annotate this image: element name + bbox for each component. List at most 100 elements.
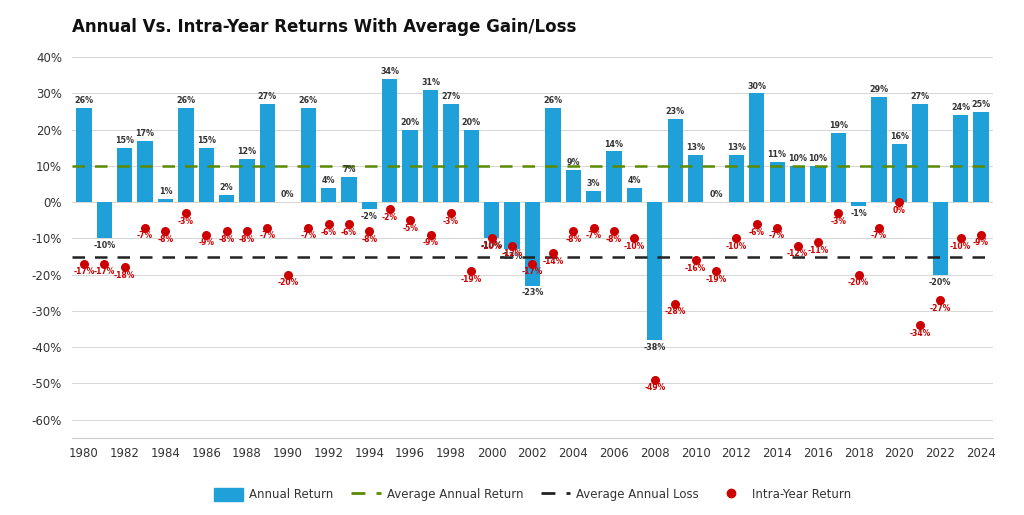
Text: 10%: 10% [808,154,827,163]
Legend: Annual Return, Average Annual Return, Average Annual Loss, Intra-Year Return: Annual Return, Average Annual Return, Av… [209,484,856,506]
Bar [647,202,663,340]
Bar [341,177,356,202]
Point [932,296,948,304]
Point [402,216,419,225]
Text: -20%: -20% [278,278,298,287]
Text: 25%: 25% [972,100,990,109]
Bar [137,141,153,202]
Text: -2%: -2% [382,213,397,222]
Text: -9%: -9% [423,238,438,247]
Point [586,224,602,232]
Point [76,260,92,268]
Text: -1%: -1% [850,209,867,218]
Text: 15%: 15% [197,136,216,145]
Text: -28%: -28% [665,307,686,316]
Text: -10%: -10% [624,242,645,251]
Bar [382,79,397,202]
Text: -20%: -20% [929,278,951,286]
Bar [219,195,234,202]
Bar [892,144,907,202]
Text: -6%: -6% [321,228,337,236]
Text: 31%: 31% [421,78,440,87]
Text: 0%: 0% [893,206,906,215]
Bar [361,202,377,210]
Text: -9%: -9% [973,238,989,247]
Text: 4%: 4% [322,176,335,185]
Point [483,234,500,243]
Point [891,198,907,207]
Text: -5%: -5% [402,224,418,233]
Point [178,209,195,217]
Text: -38%: -38% [644,343,666,352]
Text: -10%: -10% [480,242,503,250]
Point [158,227,174,235]
Text: -8%: -8% [158,235,173,244]
Text: 17%: 17% [135,129,155,138]
Text: -7%: -7% [300,231,316,240]
Text: -17%: -17% [93,267,115,277]
Text: -11%: -11% [807,246,828,255]
Text: -9%: -9% [199,238,214,247]
Text: -23%: -23% [521,288,544,298]
Point [870,224,887,232]
Text: 0%: 0% [710,190,723,199]
Point [790,242,806,250]
Text: -17%: -17% [522,267,543,277]
Bar [76,108,91,202]
Text: -14%: -14% [543,256,563,266]
Bar [668,119,683,202]
Text: 29%: 29% [869,85,889,94]
Bar [505,202,520,249]
Text: -18%: -18% [114,271,135,280]
Bar [402,130,418,202]
Bar [912,105,928,202]
Text: -10%: -10% [481,242,503,251]
Point [646,375,663,384]
Bar [525,202,540,285]
Text: -49%: -49% [644,383,666,392]
Text: -34%: -34% [909,329,931,338]
Text: -8%: -8% [361,235,378,244]
Bar [260,105,275,202]
Text: -10%: -10% [726,242,746,251]
Text: 12%: 12% [238,147,257,156]
Point [749,220,765,228]
Point [708,267,724,275]
Bar [301,108,315,202]
Text: 15%: 15% [115,136,134,145]
Bar [750,93,764,202]
Text: 2%: 2% [220,183,233,192]
Text: 27%: 27% [441,92,461,101]
Text: -3%: -3% [443,217,459,226]
Text: 19%: 19% [828,122,848,130]
Bar [96,202,112,238]
Text: 16%: 16% [890,132,909,141]
Text: -10%: -10% [950,242,972,251]
Text: -19%: -19% [461,274,482,284]
Text: -3%: -3% [830,217,846,226]
Point [96,260,113,268]
Text: -27%: -27% [930,304,951,313]
Text: 26%: 26% [299,96,317,105]
Text: 4%: 4% [628,176,641,185]
Text: -8%: -8% [565,235,582,244]
Point [422,231,438,239]
Text: -12%: -12% [502,249,522,259]
Point [280,270,296,279]
Bar [158,199,173,202]
Point [361,227,378,235]
Point [851,270,867,279]
Bar [199,148,214,202]
Text: -6%: -6% [749,228,765,236]
Bar [321,187,336,202]
Point [463,267,479,275]
Point [300,224,316,232]
Point [442,209,459,217]
Bar [178,108,194,202]
Point [198,231,214,239]
Bar [810,166,825,202]
Point [117,263,133,271]
Point [218,227,234,235]
Bar [464,130,479,202]
Text: -6%: -6% [341,228,357,236]
